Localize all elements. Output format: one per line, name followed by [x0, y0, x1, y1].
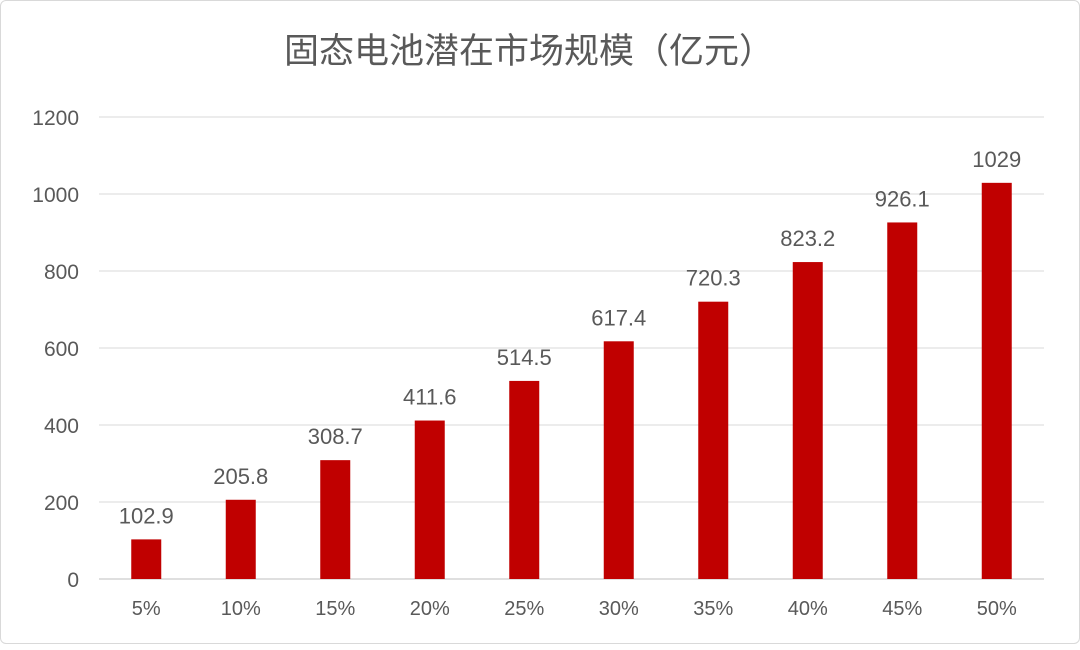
chart-title: 固态电池潜在市场规模（亿元） — [284, 32, 774, 71]
data-label: 823.2 — [780, 226, 835, 251]
bar — [320, 460, 351, 579]
bar — [603, 341, 634, 579]
y-tick-label: 800 — [44, 261, 79, 284]
x-tick-label: 25% — [504, 598, 544, 620]
bar — [792, 262, 823, 579]
bar — [414, 420, 445, 579]
bar — [887, 222, 918, 580]
bar — [225, 499, 256, 579]
y-tick-label: 600 — [44, 338, 79, 361]
data-label: 205.8 — [213, 464, 268, 489]
data-label: 617.4 — [591, 305, 646, 330]
x-tick-label: 45% — [882, 598, 922, 620]
x-tick-label: 40% — [788, 598, 828, 620]
y-tick-label: 200 — [44, 492, 79, 515]
x-tick-label: 30% — [599, 598, 639, 620]
x-tick-label: 10% — [221, 598, 261, 620]
x-tick-label: 35% — [693, 598, 733, 620]
data-label: 1029 — [972, 147, 1021, 172]
x-tick-label: 20% — [410, 598, 450, 620]
x-tick-label: 5% — [132, 598, 161, 620]
y-tick-label: 1200 — [32, 107, 79, 130]
x-tick-label: 15% — [315, 598, 355, 620]
y-tick-label: 1000 — [32, 184, 79, 207]
y-tick-label: 0 — [67, 569, 79, 592]
bar — [131, 539, 162, 579]
data-label: 926.1 — [875, 186, 930, 211]
data-label: 102.9 — [119, 503, 174, 528]
x-tick-label: 50% — [977, 598, 1017, 620]
data-label: 514.5 — [497, 345, 552, 370]
bar — [509, 380, 540, 579]
bar — [698, 301, 729, 579]
data-label: 720.3 — [686, 266, 741, 291]
bar — [981, 182, 1012, 579]
data-label: 411.6 — [403, 385, 456, 410]
data-label: 308.7 — [308, 424, 363, 449]
y-tick-label: 400 — [44, 415, 79, 438]
